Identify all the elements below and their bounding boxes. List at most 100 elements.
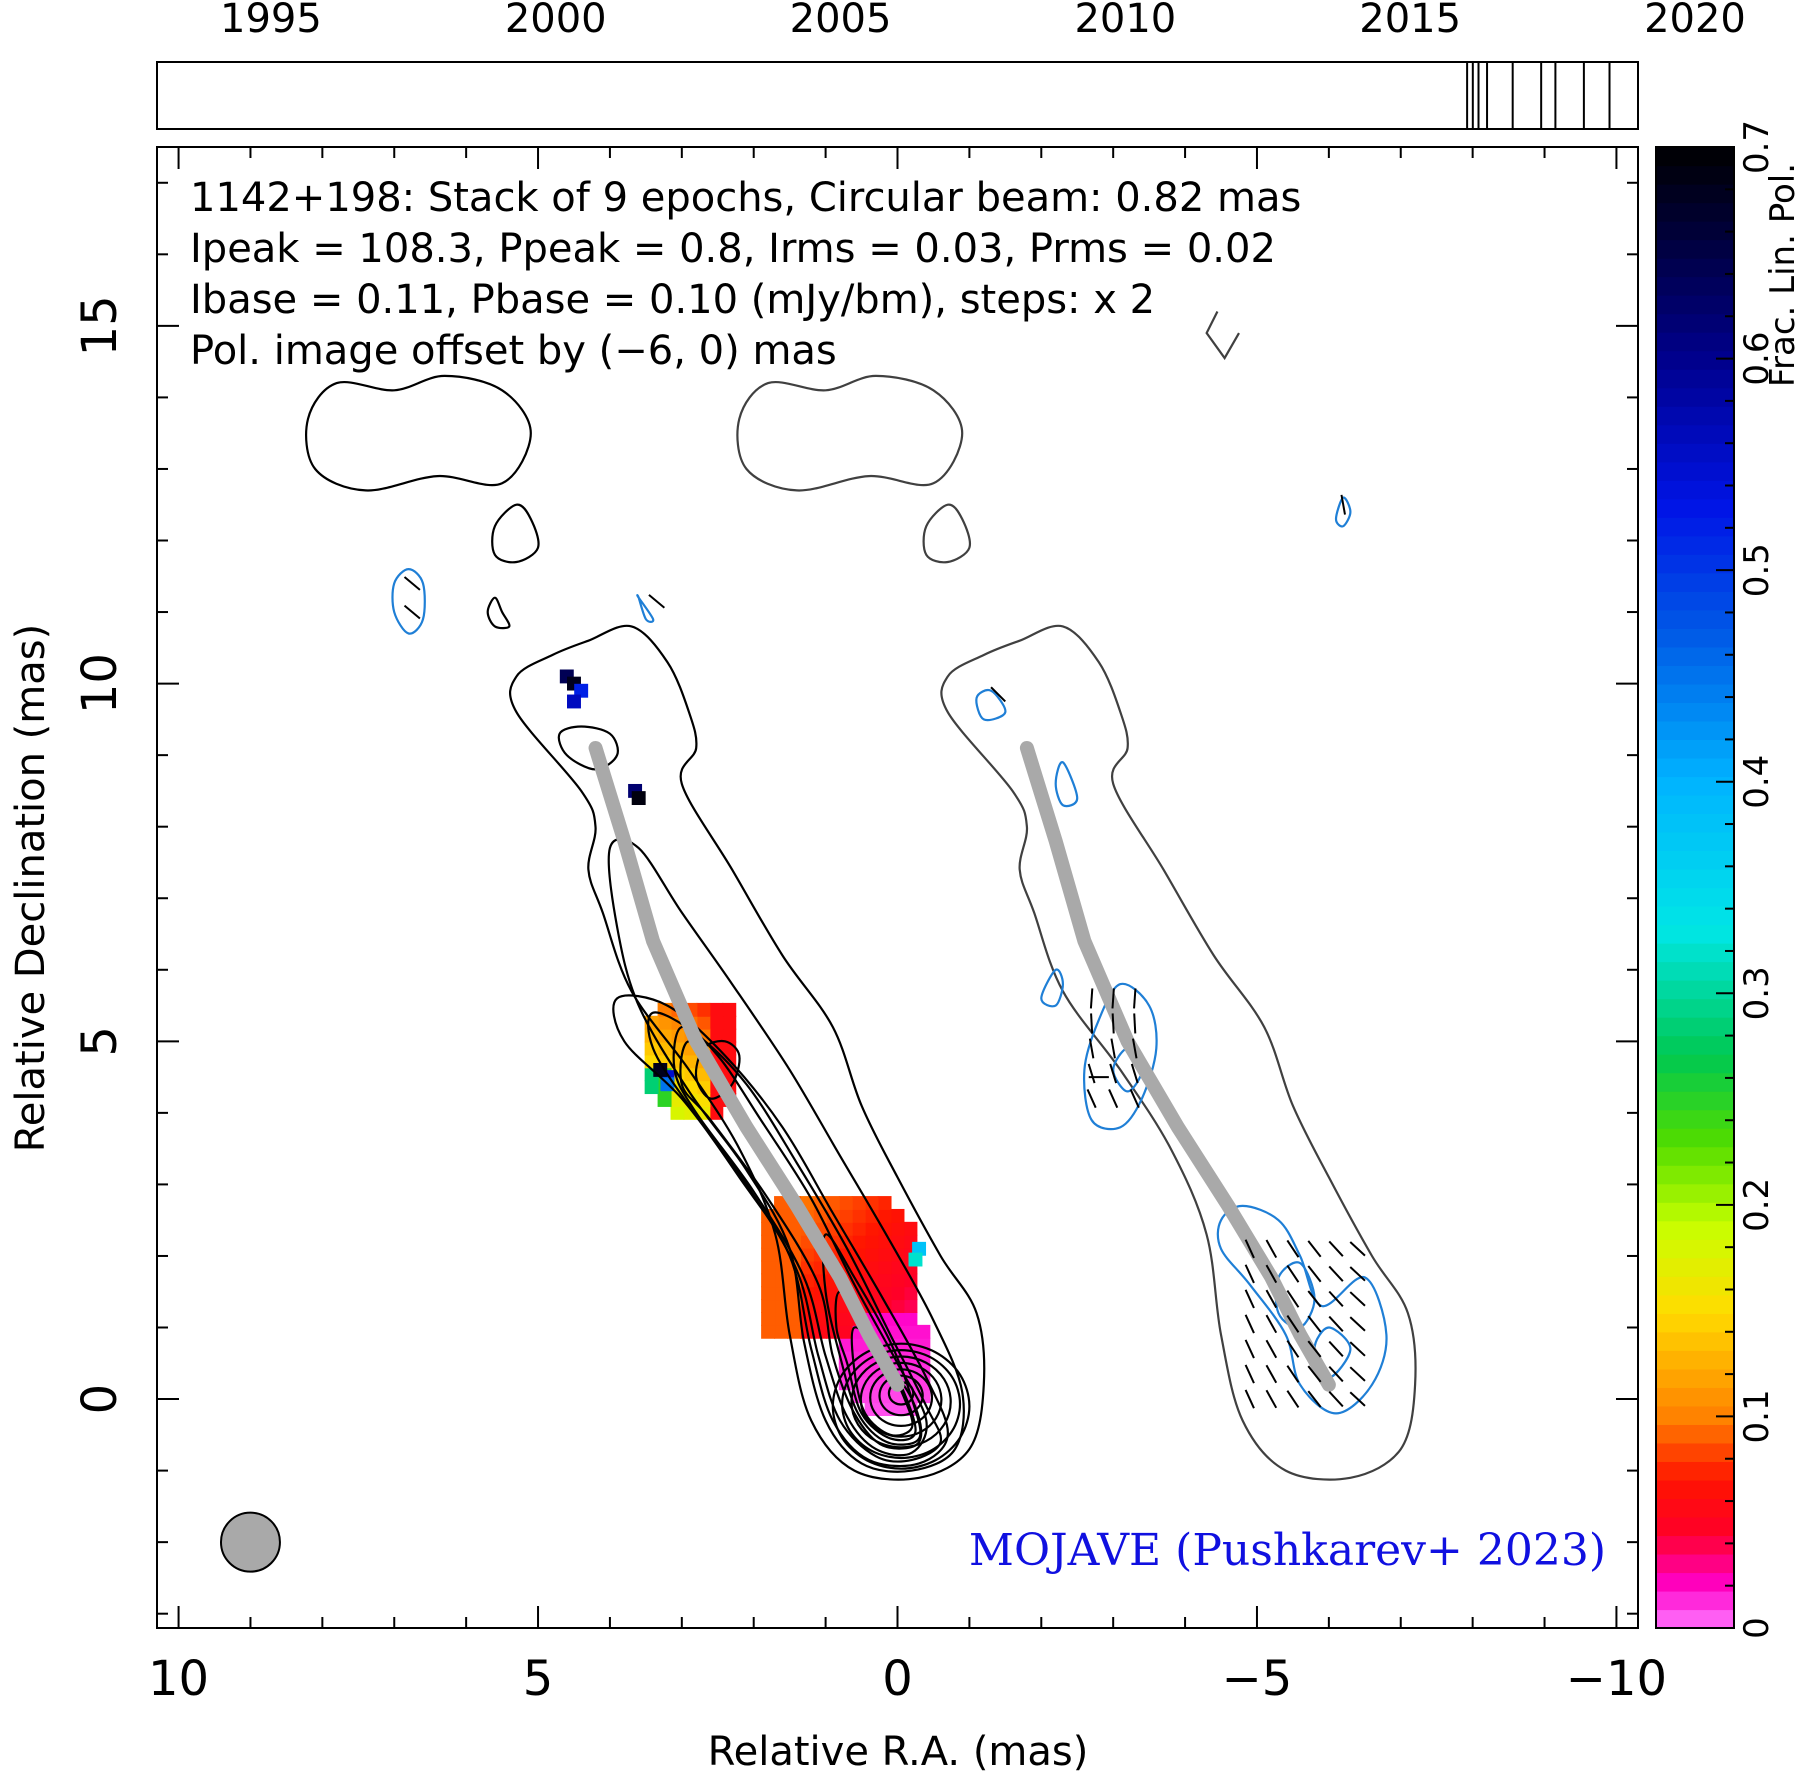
evpa-stick bbox=[1088, 1038, 1095, 1059]
colorbar-tick-label: 0.2 bbox=[1737, 1178, 1777, 1232]
pol-pixel bbox=[864, 1247, 879, 1262]
colorbar-segment bbox=[1656, 1368, 1734, 1388]
pol-pixel bbox=[877, 1208, 892, 1223]
header-line-2: Ipeak = 108.3, Ppeak = 0.8, Irms = 0.03,… bbox=[190, 226, 1276, 272]
pol-pixel bbox=[851, 1208, 866, 1223]
stokes-i-contour bbox=[486, 596, 511, 630]
evpa-stick bbox=[1286, 1340, 1300, 1358]
stokes-i-contour bbox=[850, 1355, 952, 1449]
x-tick-label: −10 bbox=[1566, 1651, 1667, 1707]
pol-pixel bbox=[851, 1234, 866, 1249]
pol-pixel bbox=[864, 1208, 879, 1223]
evpa-stick bbox=[1087, 1063, 1096, 1084]
pol-pixel bbox=[890, 1286, 905, 1301]
evpa-stick bbox=[1265, 1314, 1278, 1334]
colorbar-ticks bbox=[1716, 146, 1734, 1629]
colorbar-segment bbox=[1656, 1128, 1734, 1148]
pol-pixel bbox=[657, 1093, 672, 1107]
colorbar-segment bbox=[1656, 794, 1734, 815]
pol-pixel bbox=[709, 1015, 724, 1030]
evpa-stick bbox=[1265, 1239, 1278, 1259]
pol-intensity-contour bbox=[1054, 761, 1079, 808]
pol-pixel bbox=[631, 791, 646, 806]
colorbar-segment bbox=[1656, 831, 1734, 852]
pol-pixel bbox=[890, 1402, 905, 1417]
colorbar-segment bbox=[1656, 1535, 1734, 1555]
evpa-stick bbox=[1132, 1038, 1138, 1059]
evpa-stick bbox=[1328, 1290, 1344, 1307]
pol-pixel bbox=[851, 1221, 866, 1236]
pol-pixel bbox=[838, 1221, 853, 1236]
pol-pixel bbox=[670, 1105, 685, 1120]
timeline-year-labels: 1995 2000 2005 2010 2015 2020 bbox=[220, 0, 1746, 42]
colorbar-segment bbox=[1656, 387, 1734, 407]
evpa-stick bbox=[1328, 1340, 1344, 1358]
pol-pixel bbox=[774, 1311, 789, 1326]
pol-pixel bbox=[890, 1208, 905, 1223]
pol-pixel bbox=[683, 1080, 698, 1095]
evpa-stick bbox=[1244, 1239, 1255, 1259]
colorbar-tick-label: 0.7 bbox=[1737, 120, 1777, 174]
colorbar-segment bbox=[1656, 406, 1734, 426]
evpa-stick bbox=[1265, 1339, 1278, 1359]
colorbar-segment bbox=[1656, 739, 1734, 759]
beam-ellipse bbox=[219, 1511, 281, 1573]
evpa-stick bbox=[1286, 1390, 1300, 1408]
pol-pixel bbox=[774, 1273, 789, 1288]
pol-pixel bbox=[761, 1299, 776, 1313]
x-tick-label: 0 bbox=[882, 1651, 913, 1707]
colorbar-segment bbox=[1656, 943, 1734, 963]
colorbar-segment bbox=[1656, 1035, 1734, 1055]
pol-pixel bbox=[912, 1241, 927, 1256]
evpa-stick bbox=[1244, 1314, 1255, 1334]
colorbar-frame bbox=[1655, 146, 1735, 1629]
pol-pixel bbox=[916, 1324, 931, 1339]
evpa-stick bbox=[1286, 1365, 1300, 1383]
evpa-stick bbox=[1307, 1240, 1322, 1258]
pol-panel-i-contour bbox=[922, 503, 972, 564]
pol-pixel bbox=[838, 1196, 853, 1210]
pol-pixel bbox=[877, 1260, 892, 1275]
colorbar-segment bbox=[1656, 1609, 1734, 1629]
evpa-stick bbox=[1244, 1264, 1255, 1284]
pol-pixel bbox=[657, 1015, 672, 1030]
colorbar-segment bbox=[1656, 628, 1734, 648]
x-tick-label: −5 bbox=[1222, 1651, 1293, 1707]
evpa-stick bbox=[1133, 1013, 1137, 1034]
pol-pixel bbox=[657, 1041, 672, 1056]
pol-pixel bbox=[903, 1221, 918, 1236]
evpa-stick bbox=[1286, 1264, 1300, 1283]
stokes-i-contour bbox=[305, 374, 532, 492]
colorbar-segment bbox=[1656, 350, 1734, 370]
colorbar-segment bbox=[1656, 1017, 1734, 1037]
evpa-stick bbox=[1349, 1266, 1366, 1282]
x-tick-label: 5 bbox=[523, 1651, 554, 1707]
colorbar-segment bbox=[1656, 1590, 1734, 1611]
colorbar-segment bbox=[1656, 702, 1734, 722]
pol-pixel bbox=[903, 1299, 918, 1313]
evpa-stick bbox=[1328, 1390, 1344, 1408]
evpa-stick bbox=[1328, 1265, 1344, 1282]
pol-pixel bbox=[670, 1028, 685, 1043]
pol-pixel bbox=[838, 1208, 853, 1223]
colorbar-segment bbox=[1656, 813, 1734, 833]
pol-pixel bbox=[877, 1273, 892, 1288]
colorbar-segment bbox=[1656, 313, 1734, 333]
pol-pixel bbox=[903, 1324, 918, 1339]
pol-pixel bbox=[774, 1247, 789, 1262]
evpa-stick bbox=[1090, 1013, 1094, 1034]
colorbar-segment bbox=[1656, 202, 1734, 222]
timeline-year-label: 2005 bbox=[790, 0, 892, 42]
colorbar-segment bbox=[1656, 1091, 1734, 1111]
stokes-i-contour bbox=[821, 1233, 922, 1446]
pol-pixel bbox=[838, 1324, 853, 1339]
epoch-timeline: 1995 2000 2005 2010 2015 2020 bbox=[156, 0, 1746, 130]
colorbar-segment bbox=[1656, 424, 1734, 444]
timeline-epoch-marks bbox=[1466, 62, 1611, 129]
pol-pixel bbox=[851, 1196, 866, 1210]
colorbar-tick-label: 0.3 bbox=[1737, 966, 1777, 1020]
pol-intensity-contour bbox=[636, 593, 655, 623]
colorbar-segment bbox=[1656, 554, 1734, 574]
evpa-stick bbox=[1307, 1265, 1322, 1283]
colorbar-segment bbox=[1656, 998, 1734, 1018]
